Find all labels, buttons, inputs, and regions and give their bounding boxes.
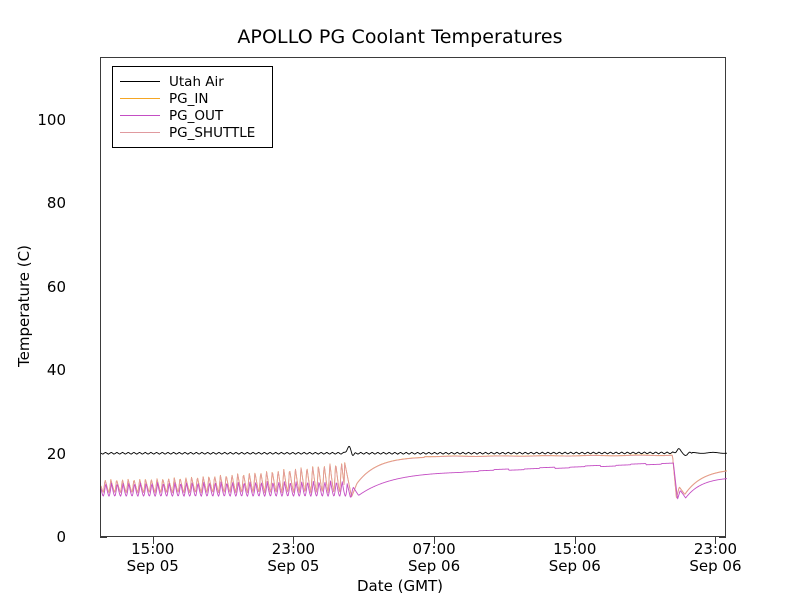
x-tick-date: Sep 06 [408,557,461,575]
legend-label: PG_IN [169,90,209,107]
x-tick-date: Sep 06 [548,557,601,575]
y-tick-mark [719,537,726,538]
x-tick-mark [434,537,436,544]
y-tick-label: 100 [37,110,66,129]
x-tick-mark [152,537,154,544]
series-line-utah-air [101,445,727,456]
legend-item-pg-out[interactable]: PG_OUT [120,107,265,124]
x-tick-time: 07:00 [412,540,456,558]
x-tick-time: 15:00 [131,540,175,558]
legend-item-pg-in[interactable]: PG_IN [120,90,265,107]
x-tick-label: 23:00 Sep 05 [233,541,353,575]
x-tick-label: 15:00 Sep 05 [93,541,213,575]
x-tick-mark [715,537,717,544]
x-tick-label: 07:00 Sep 06 [374,541,494,575]
legend-label: Utah Air [169,73,224,90]
x-tick-label: 15:00 Sep 06 [515,541,635,575]
x-tick-time: 23:00 [271,540,316,558]
y-tick-label: 0 [56,528,66,546]
x-tick-label: 23:00 Sep 06 [655,541,775,575]
legend-item-utah-air[interactable]: Utah Air [120,73,265,90]
legend-line-swatch [120,132,160,133]
y-tick-label: 20 [46,444,66,463]
data-lines [101,445,727,500]
x-tick-date: Sep 05 [267,557,320,575]
x-tick-mark [293,537,295,544]
legend-item-pg-shuttle[interactable]: PG_SHUTTLE [120,124,265,141]
y-tick-label: 40 [46,361,66,380]
series-line-pg-out [101,462,727,500]
x-tick-date: Sep 05 [126,557,179,575]
y-tick-mark [100,537,107,538]
legend-line-swatch [120,115,160,116]
legend-label: PG_SHUTTLE [169,124,256,141]
x-tick-time: 15:00 [553,540,597,558]
legend-line-swatch [120,81,160,82]
x-tick-mark [574,537,576,544]
x-tick-time: 23:00 [693,540,738,558]
legend-label: PG_OUT [169,107,224,124]
legend-line-swatch [120,98,160,99]
y-tick-label: 80 [46,194,66,213]
series-line-pg-shuttle [101,454,727,499]
page-title: APOLLO PG Coolant Temperatures [237,26,563,48]
y-tick-label: 60 [46,277,66,296]
chart-legend: Utah Air PG_IN PG_OUT PG_SHUTTLE [112,66,273,148]
x-axis-title: Date (GMT) [356,577,444,595]
x-tick-date: Sep 06 [689,557,742,575]
